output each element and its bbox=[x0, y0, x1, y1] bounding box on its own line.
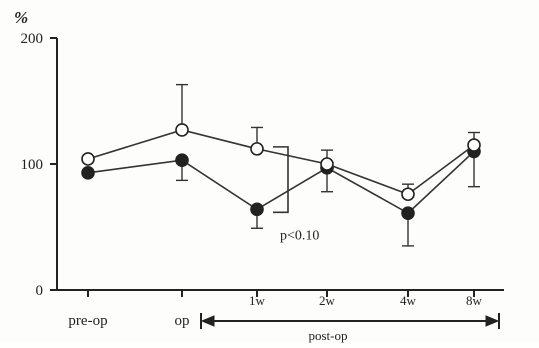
y-tick-label: 200 bbox=[21, 31, 44, 47]
series-open-circles bbox=[81, 83, 481, 202]
data-point-filled bbox=[250, 202, 264, 217]
x-tick-label: 8w bbox=[466, 293, 483, 308]
data-point-open bbox=[320, 157, 334, 171]
x-tick-label: pre-op bbox=[68, 313, 107, 329]
x-tick-label: 2w bbox=[319, 293, 336, 308]
data-point-open bbox=[250, 142, 264, 156]
series-group bbox=[81, 83, 481, 247]
data-point-filled bbox=[175, 153, 189, 168]
p-value-annotation: p<0.10 bbox=[280, 228, 319, 243]
series-line bbox=[87, 129, 475, 196]
significance-bracket bbox=[273, 146, 289, 214]
y-axis-unit-label: % bbox=[14, 8, 28, 27]
axes: 0 100 200% pre-op op 1w 2w 4w 8w post-op bbox=[14, 8, 504, 343]
data-point-open bbox=[81, 152, 95, 166]
data-point-filled bbox=[401, 206, 415, 220]
x-tick-label: 4w bbox=[400, 293, 417, 308]
data-point-filled bbox=[81, 166, 95, 180]
x-tick-label: op bbox=[175, 313, 190, 329]
annotations: p<0.10 bbox=[273, 146, 319, 243]
data-point-open bbox=[467, 138, 481, 152]
series-line bbox=[87, 150, 475, 215]
post-op-arrow-left-head bbox=[200, 315, 215, 327]
post-op-label: post-op bbox=[309, 328, 348, 343]
y-tick-label: 100 bbox=[21, 157, 44, 173]
data-point-open bbox=[401, 187, 415, 202]
x-tick-label: 1w bbox=[249, 293, 266, 308]
post-op-arrow-right-head bbox=[485, 315, 500, 327]
y-tick-label: 0 bbox=[36, 283, 44, 299]
data-point-open bbox=[175, 123, 189, 137]
series-filled-circles bbox=[81, 144, 481, 247]
